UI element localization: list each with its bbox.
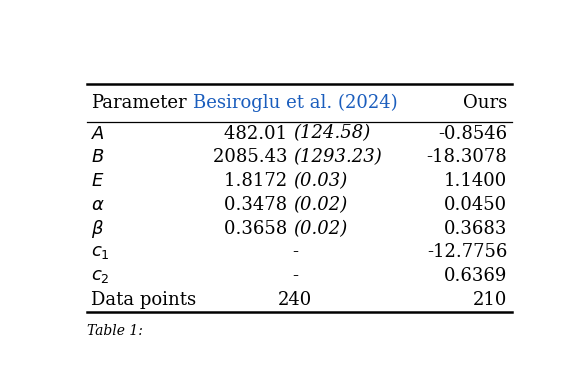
Text: 1.1400: 1.1400 — [444, 172, 507, 190]
Text: 240: 240 — [278, 291, 312, 309]
Text: -: - — [292, 267, 298, 285]
Text: 2085.43: 2085.43 — [213, 148, 293, 166]
Text: $E$: $E$ — [91, 172, 105, 190]
Text: -18.3078: -18.3078 — [427, 148, 507, 166]
Text: Parameter: Parameter — [91, 93, 187, 112]
Text: 0.3478: 0.3478 — [224, 196, 293, 214]
Text: 482.01: 482.01 — [224, 125, 293, 142]
Text: $c_1$: $c_1$ — [91, 244, 110, 261]
Text: Table 1:: Table 1: — [86, 324, 142, 337]
Text: (1293.23): (1293.23) — [293, 148, 381, 166]
Text: 1.8172: 1.8172 — [224, 172, 293, 190]
Text: -0.8546: -0.8546 — [439, 125, 507, 142]
Text: (0.03): (0.03) — [293, 172, 347, 190]
Text: $\beta$: $\beta$ — [91, 218, 104, 240]
Text: 210: 210 — [473, 291, 507, 309]
Text: (0.02): (0.02) — [293, 220, 347, 238]
Text: 0.3683: 0.3683 — [444, 220, 507, 238]
Text: Besiroglu et al. (2024): Besiroglu et al. (2024) — [193, 93, 397, 112]
Text: 0.0450: 0.0450 — [444, 196, 507, 214]
Text: 0.6369: 0.6369 — [444, 267, 507, 285]
Text: Data points: Data points — [91, 291, 196, 309]
Text: $B$: $B$ — [91, 148, 105, 166]
Text: $\alpha$: $\alpha$ — [91, 196, 105, 214]
Text: $c_2$: $c_2$ — [91, 267, 110, 285]
Text: (0.02): (0.02) — [293, 196, 347, 214]
Text: Ours: Ours — [463, 93, 507, 112]
Text: $A$: $A$ — [91, 125, 105, 142]
Text: -12.7756: -12.7756 — [427, 244, 507, 261]
Text: -: - — [292, 244, 298, 261]
Text: 0.3658: 0.3658 — [224, 220, 293, 238]
Text: (124.58): (124.58) — [293, 125, 370, 142]
